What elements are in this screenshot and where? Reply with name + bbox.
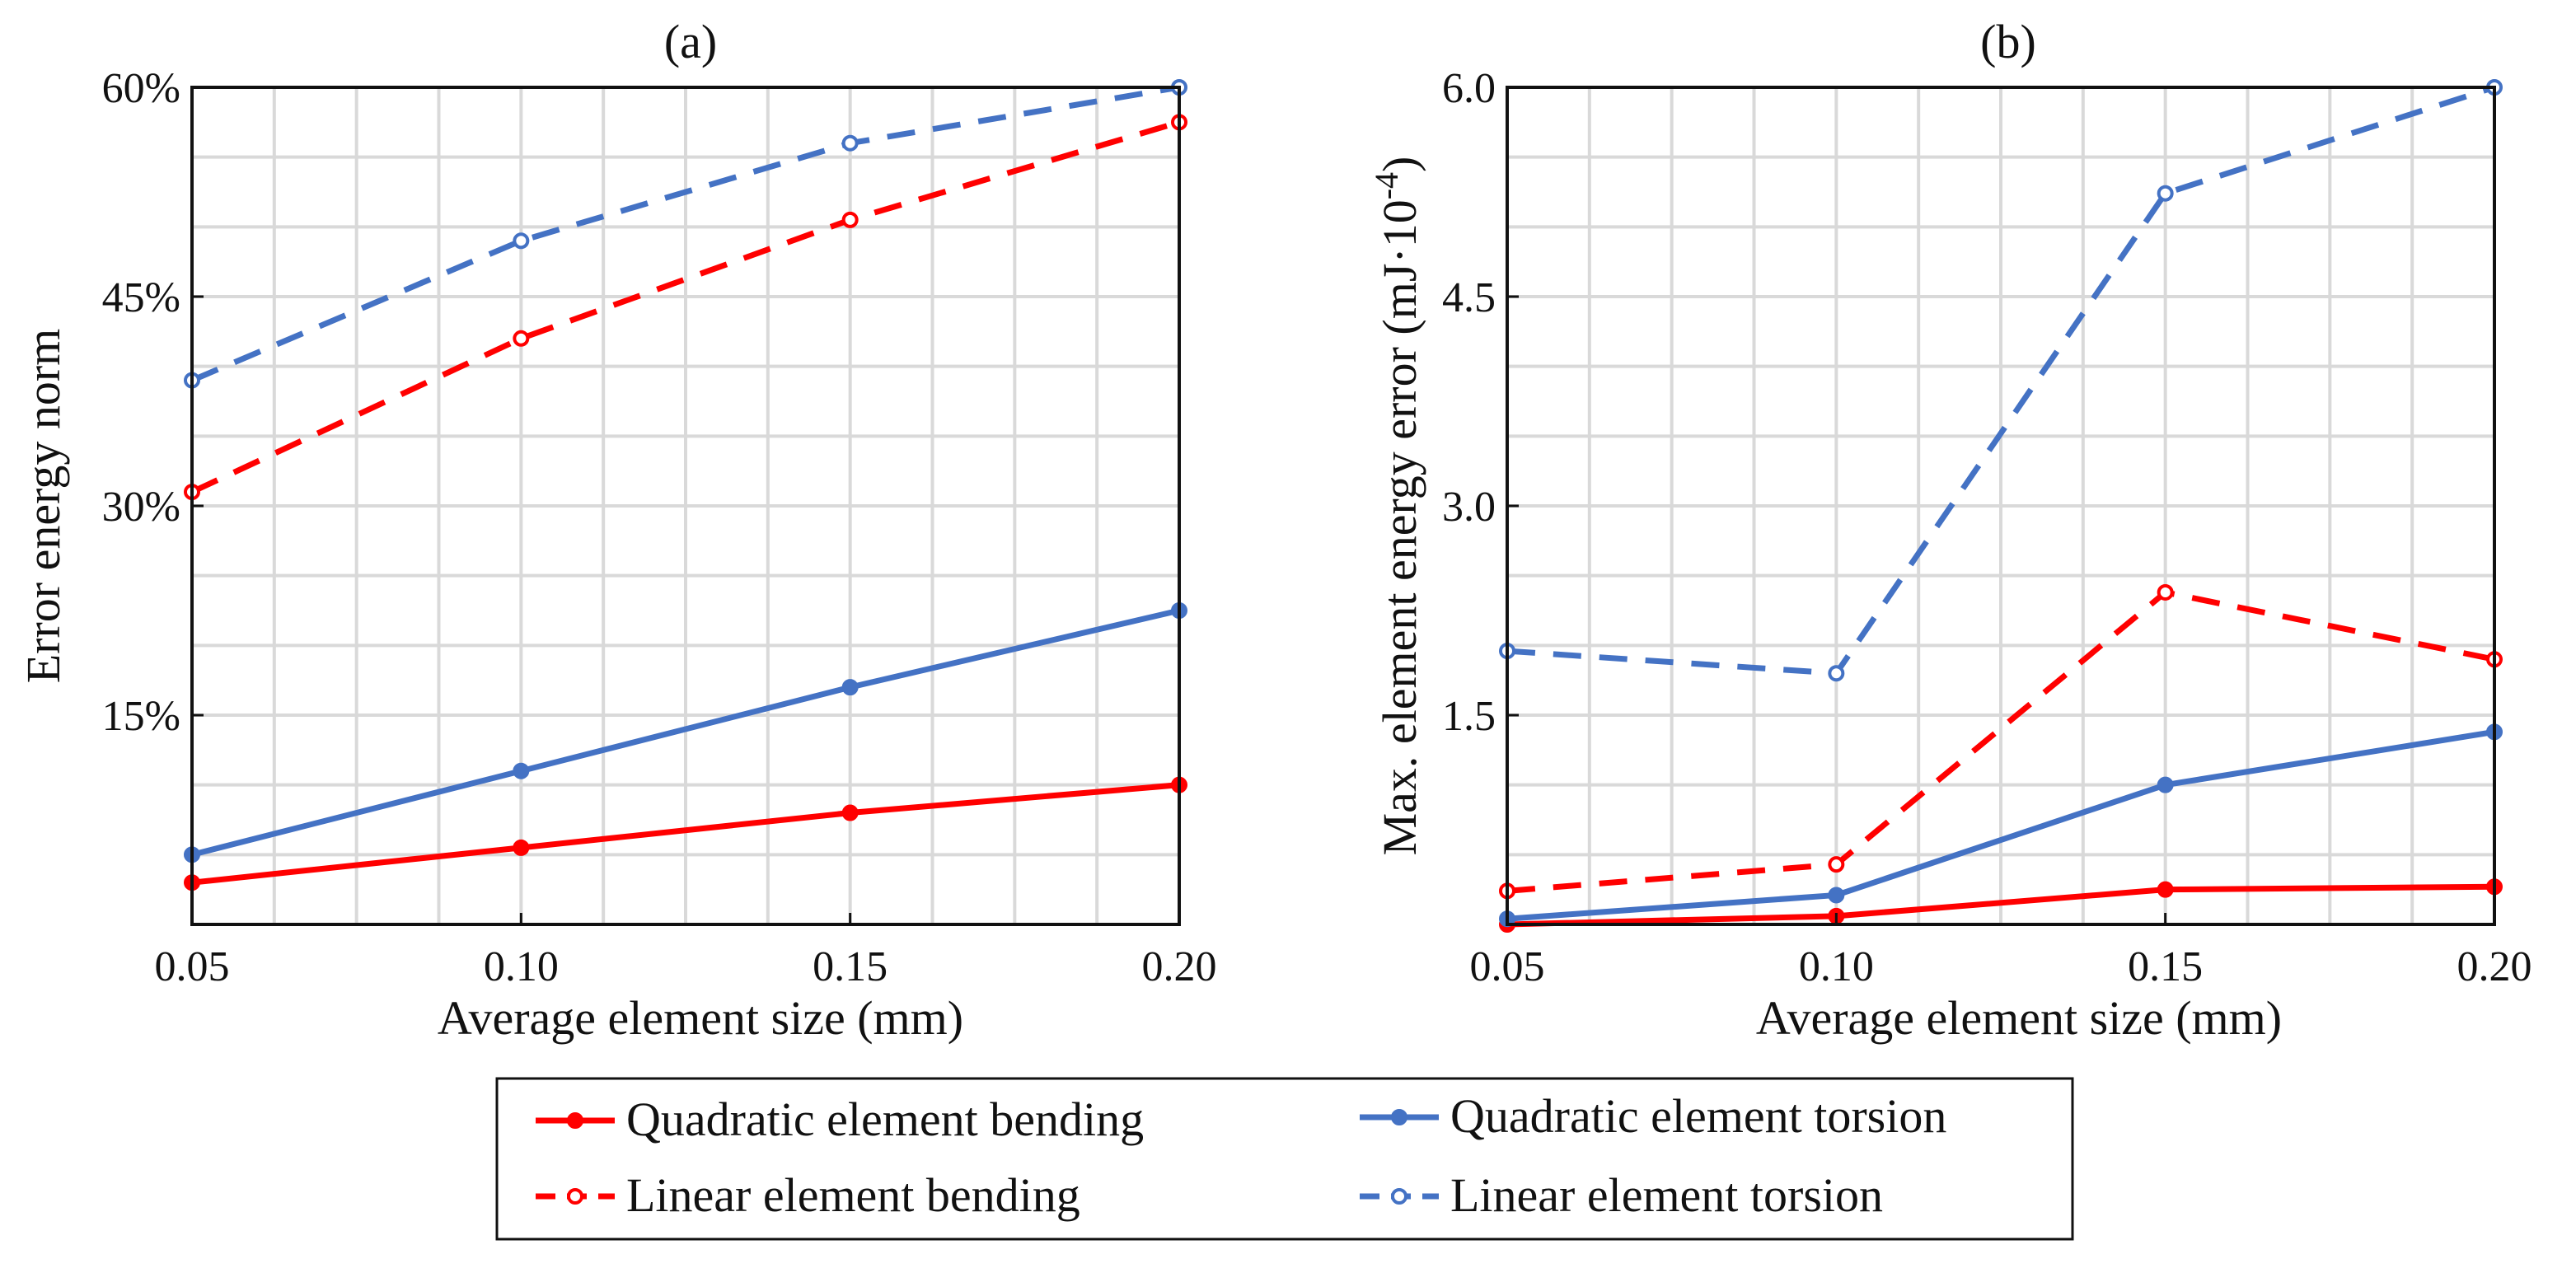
series-line-quadratic-element-bending-a (191, 782, 1180, 886)
legend-label-quadratic-element-torsion: Quadratic element torsion (1450, 1089, 1946, 1143)
data-point-linear-element-bending-b (2157, 583, 2174, 601)
data-point-quadratic-element-torsion-b (2157, 776, 2174, 793)
y-axis-label-b-main: Max. element energy error (mJ·10 (1373, 199, 1426, 855)
series-line-linear-element-torsion-a (190, 84, 1180, 383)
data-point-linear-element-bending-a (841, 211, 859, 228)
grid-a (192, 87, 1179, 924)
x-tick-label: 0.05 (1470, 943, 1545, 990)
y-axis-label-b-close: ) (1373, 157, 1426, 172)
legend-box (495, 1077, 2074, 1241)
data-point-quadratic-element-bending-a (513, 839, 530, 856)
x-tick-label: 0.05 (155, 943, 230, 990)
data-point-quadratic-element-bending-a (841, 804, 859, 821)
chart-title-a: (a) (664, 15, 717, 68)
y-axis-label-a: Error energy norm (16, 329, 70, 684)
y-tick-label: 4.5 (1442, 274, 1496, 321)
x-tick-label: 0.10 (1799, 943, 1874, 990)
series-line-linear-element-bending-b (1506, 589, 2495, 894)
legend-marker-linear-element-bending (567, 1188, 583, 1205)
legend-marker-linear-element-torsion (1391, 1188, 1407, 1205)
x-tick-label: 0.10 (484, 943, 559, 990)
legend-label-linear-element-torsion: Linear element torsion (1450, 1168, 1883, 1222)
data-point-quadratic-element-torsion-a (513, 762, 530, 779)
legend-marker-quadratic-element-bending (567, 1112, 583, 1129)
data-point-linear-element-bending-b (1828, 856, 1845, 873)
y-tick-label: 3.0 (1442, 484, 1496, 531)
chart-title-b: (b) (1980, 15, 2036, 68)
y-axis-label-b: Max. element energy error (mJ·10-4) (1368, 157, 1426, 856)
y-tick-label: 1.5 (1442, 693, 1496, 740)
series-line-quadratic-element-torsion-a (191, 607, 1180, 858)
data-point-quadratic-element-torsion-a (841, 679, 859, 696)
x-tick-label: 0.15 (2128, 943, 2203, 990)
y-tick-label: 45% (102, 274, 180, 321)
legend-label-quadratic-element-bending: Quadratic element bending (626, 1093, 1144, 1146)
series-line-quadratic-element-bending-b (1506, 883, 2495, 928)
data-point-linear-element-torsion-a (841, 134, 859, 152)
data-point-linear-element-torsion-b (1828, 665, 1845, 682)
x-axis-label-a: Average element size (mm) (438, 991, 963, 1045)
data-point-linear-element-torsion-a (513, 232, 530, 250)
series-line-linear-element-torsion-b (1506, 84, 2496, 676)
chart-panel-b: (b) 0.05 0.10 0.15 0.20 1.5 3.0 4.5 6.0 Averag… (1368, 15, 2532, 1045)
data-point-quadratic-element-bending-b (2157, 881, 2174, 898)
y-tick-label: 30% (102, 484, 180, 531)
legend: Quadratic element bending Quadratic eleme… (495, 1077, 2074, 1241)
y-tick-label: 60% (102, 65, 180, 112)
y-tick-label: 6.0 (1442, 65, 1496, 112)
y-axis-label-b-exp: -4 (1368, 172, 1405, 199)
chart-panel-a: (a) 0.05 0.10 0.15 0.20 15% 30% 45% 60% Averag… (16, 15, 1217, 1045)
data-point-linear-element-torsion-b (2157, 185, 2174, 202)
data-point-linear-element-bending-a (513, 330, 530, 347)
legend-marker-quadratic-element-torsion (1391, 1109, 1407, 1125)
legend-label-linear-element-bending: Linear element bending (626, 1168, 1080, 1222)
x-tick-label: 0.20 (2457, 943, 2532, 990)
x-axis-label-b: Average element size (mm) (1756, 991, 2282, 1045)
grid-b (1507, 87, 2494, 924)
y-tick-label: 15% (102, 693, 180, 740)
series-line-quadratic-element-torsion-b (1506, 728, 2495, 922)
x-tick-label: 0.15 (813, 943, 888, 990)
series-line-linear-element-bending-a (190, 119, 1180, 495)
x-tick-label: 0.20 (1142, 943, 1217, 990)
data-point-quadratic-element-torsion-b (1828, 887, 1845, 904)
